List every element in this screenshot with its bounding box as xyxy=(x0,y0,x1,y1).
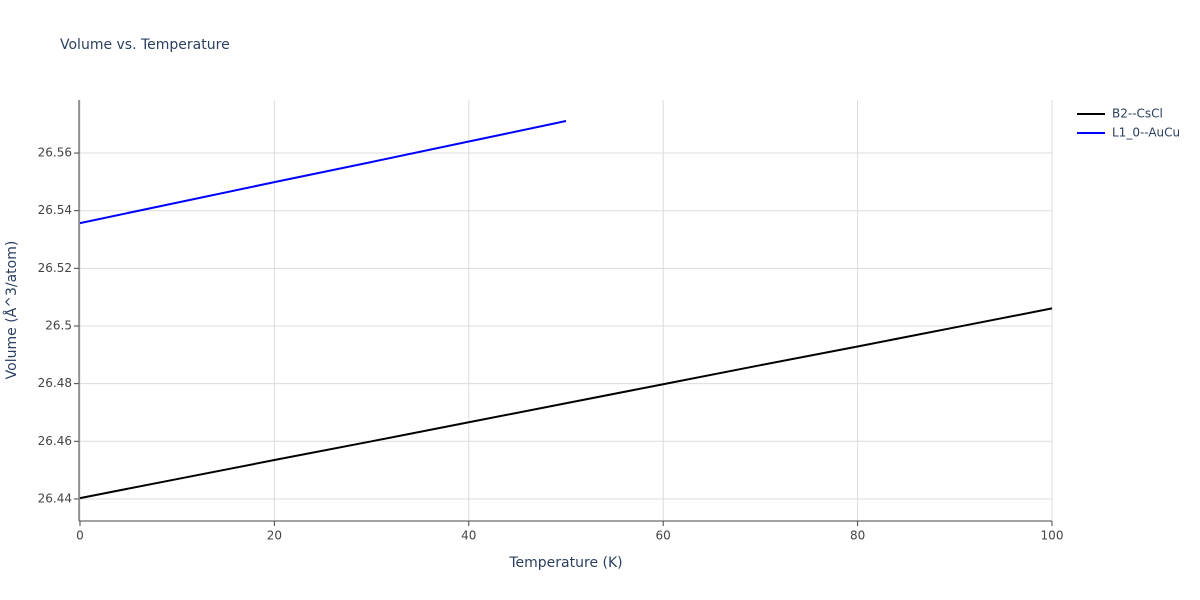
x-tick-label: 20 xyxy=(267,529,282,543)
x-axis-title: Temperature (K) xyxy=(508,555,622,571)
y-tick-label: 26.48 xyxy=(38,376,72,390)
y-tick-label: 26.56 xyxy=(38,146,72,160)
x-tick-label: 40 xyxy=(461,529,476,543)
chart-title: Volume vs. Temperature xyxy=(60,37,230,53)
x-tick-label: 0 xyxy=(76,529,84,543)
x-tick-label: 80 xyxy=(850,529,865,543)
legend-label: L1_0--AuCu xyxy=(1112,126,1180,140)
legend-label: B2--CsCl xyxy=(1112,107,1163,121)
y-axis-title: Volume (Å^3/atom) xyxy=(3,241,20,380)
x-tick-label: 60 xyxy=(656,529,671,543)
y-tick-label: 26.5 xyxy=(45,318,72,332)
y-tick-label: 26.44 xyxy=(38,491,72,505)
series-line xyxy=(79,307,1053,500)
y-tick-label: 26.52 xyxy=(38,261,72,275)
y-tick-label: 26.46 xyxy=(38,434,72,448)
series-line xyxy=(79,120,567,225)
x-tick-label: 100 xyxy=(1041,529,1064,543)
y-tick-label: 26.54 xyxy=(38,203,72,217)
